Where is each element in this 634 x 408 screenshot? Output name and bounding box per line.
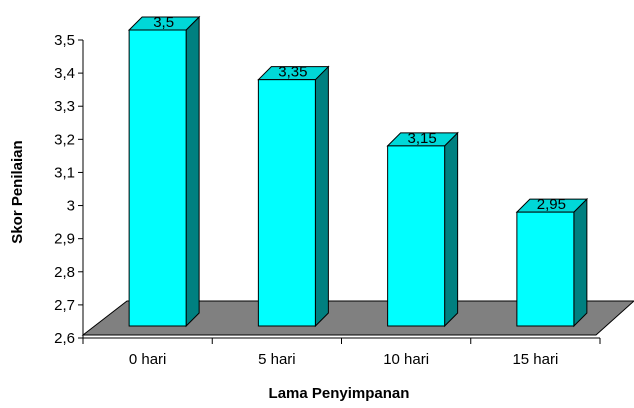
axes: 2,6 2,7 2,8 2,9 3 3,1 3,2 3,3 3,4 3,5 0 hari 5 hari… xyxy=(54,32,601,368)
bar-side-face xyxy=(444,131,459,328)
bar xyxy=(515,197,589,328)
floor-plane xyxy=(81,300,634,336)
data-label: 3,35 xyxy=(278,64,307,81)
labels: 3,5 3,35 3,15 2,95 xyxy=(153,14,566,213)
bar xyxy=(127,15,201,328)
y-tick-label: 3,2 xyxy=(54,131,75,148)
bar-side-face xyxy=(314,65,329,328)
y-tick-label: 3 xyxy=(67,198,75,215)
data-label: 3,15 xyxy=(408,130,437,147)
bar xyxy=(257,65,330,328)
y-tick-label: 2,6 xyxy=(54,330,75,347)
data-label: 2,95 xyxy=(537,196,566,213)
x-tick-label: 10 hari xyxy=(383,351,429,368)
y-tick-label: 3,5 xyxy=(54,32,75,49)
bars xyxy=(127,15,589,328)
bar xyxy=(386,131,459,328)
y-tick-label: 2,7 xyxy=(54,297,75,314)
x-tick-label: 5 hari xyxy=(258,351,296,368)
y-tick-label: 3,4 xyxy=(54,65,75,82)
x-tick-label: 15 hari xyxy=(512,351,558,368)
chart-floor xyxy=(81,300,634,336)
bar-front-face xyxy=(257,79,316,327)
bar-front-face xyxy=(128,29,187,327)
y-axis-title: Skor Penilaian xyxy=(9,140,26,243)
x-tick-label: 0 hari xyxy=(129,351,167,368)
data-label: 3,5 xyxy=(153,14,174,31)
bar-front-face xyxy=(387,145,446,327)
bar-side-face xyxy=(185,15,200,328)
bar-side-face xyxy=(573,197,588,328)
y-tick-label: 2,9 xyxy=(54,231,75,248)
x-axis-title: Lama Penyimpanan xyxy=(269,385,410,402)
y-tick-label: 3,3 xyxy=(54,98,75,115)
y-tick-label: 3,1 xyxy=(54,164,75,181)
bar-front-face xyxy=(516,211,575,327)
y-tick-label: 2,8 xyxy=(54,264,75,281)
